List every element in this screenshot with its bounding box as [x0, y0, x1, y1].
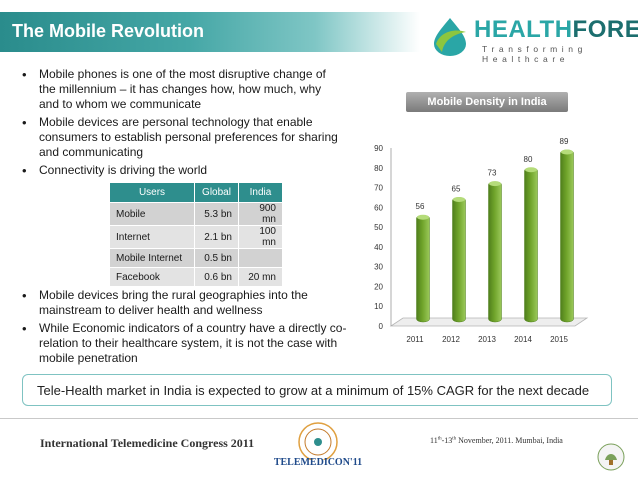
chart-floor [389, 317, 589, 327]
y-tick-label: 80 [374, 164, 383, 173]
bar-top [561, 149, 573, 155]
table-header-row: Users Global India [109, 182, 283, 203]
seal-text: TELEMEDICON'11 [273, 457, 363, 468]
footer-suffix: th [452, 436, 457, 442]
data-label: 56 [416, 202, 425, 211]
bullet-item: Mobile devices are personal technology t… [22, 115, 342, 160]
y-tick-label: 50 [374, 223, 383, 232]
table-cell [238, 248, 283, 268]
data-label: 89 [560, 137, 569, 146]
logo-name-part1: HEALTH [474, 16, 573, 43]
seal-emblem-icon [298, 422, 338, 462]
bar [560, 149, 574, 323]
bar-top [489, 181, 501, 187]
table-row: Mobile 5.3 bn 900 mn [109, 202, 283, 226]
footer-congress-name: International Telemedicine Congress 2011 [40, 436, 255, 450]
data-label: 80 [524, 155, 533, 164]
y-tick-label: 10 [374, 302, 383, 311]
table-cell: 2.1 bn [194, 225, 239, 249]
y-tick-label: 0 [379, 322, 384, 331]
bar-top [453, 196, 465, 202]
y-tick-label: 70 [374, 184, 383, 193]
bar [416, 214, 430, 323]
table-cell: 5.3 bn [194, 202, 239, 226]
government-emblem-icon [597, 443, 625, 471]
footer-day-start: 11 [430, 436, 438, 445]
footer-date-venue: 11th-13th November, 2011. Mumbai, India [430, 436, 563, 445]
y-tick-label: 90 [374, 144, 383, 153]
bottom-bullet-list: Mobile devices bring the rural geographi… [22, 288, 352, 369]
mobile-density-chart: 0 10 20 30 40 50 60 70 80 90 56 2011 65 2012 73 2013 80 2… [374, 137, 589, 344]
table-cell: 900 mn [238, 202, 283, 226]
table-cell: Internet [109, 225, 195, 249]
table-cell: Mobile Internet [109, 248, 195, 268]
table-cell: Mobile [109, 202, 195, 226]
y-tick-label: 20 [374, 282, 383, 291]
footer-day-end: 13 [444, 436, 453, 445]
header-global: Global [194, 182, 239, 203]
slide-title: The Mobile Revolution [12, 21, 204, 41]
table-cell: 0.6 bn [194, 267, 239, 287]
chart-title: Mobile Density in India [406, 92, 568, 112]
table-cell: 0.5 bn [194, 248, 239, 268]
bullet-item: Connectivity is driving the world [22, 163, 342, 178]
y-tick-label: 40 [374, 243, 383, 252]
x-tick-label: 2011 [406, 335, 424, 344]
header-users: Users [109, 182, 195, 203]
table-cell: 100 mn [238, 225, 283, 249]
x-tick-label: 2015 [550, 335, 568, 344]
bar-top [525, 167, 537, 173]
y-tick-label: 30 [374, 263, 383, 272]
top-bullet-list: Mobile phones is one of the most disrupt… [22, 67, 342, 181]
x-tick-label: 2014 [514, 335, 532, 344]
table-cell: Facebook [109, 267, 195, 287]
bullet-item: Mobile phones is one of the most disrupt… [22, 67, 342, 112]
x-tick-label: 2013 [478, 335, 496, 344]
water-drop-icon [434, 18, 466, 56]
bullet-item: While Economic indicators of a country h… [22, 321, 352, 366]
title-bar: The Mobile Revolution [0, 12, 420, 52]
logo-tagline: Transforming Healthcare [482, 44, 587, 64]
footer-rest: November, 2011. Mumbai, India [456, 436, 563, 445]
healthfore-logo: HEALTHFORE Transforming Healthcare [424, 10, 638, 64]
data-label: 73 [488, 169, 497, 178]
bar [524, 167, 538, 323]
data-label: 65 [452, 184, 461, 193]
bullet-item: Mobile devices bring the rural geographi… [22, 288, 352, 318]
table-row: Internet 2.1 bn 100 mn [109, 225, 283, 249]
table-row: Facebook 0.6 bn 20 mn [109, 267, 283, 287]
callout-box: Tele-Health market in India is expected … [22, 374, 612, 406]
bar [488, 181, 502, 323]
table-cell: 20 mn [238, 267, 283, 287]
logo-name-part2: FORE [572, 16, 638, 43]
x-tick-label: 2012 [442, 335, 460, 344]
table-row: Mobile Internet 0.5 bn [109, 248, 283, 268]
bar [452, 197, 466, 323]
y-tick-label: 60 [374, 203, 383, 212]
logo-wordmark: HEALTHFORE [474, 16, 638, 44]
footer-suffix: th [437, 436, 442, 442]
callout-text: Tele-Health market in India is expected … [37, 383, 590, 398]
header-india: India [238, 182, 283, 203]
footer-divider [0, 418, 638, 419]
users-table: Users Global India Mobile 5.3 bn 900 mn … [109, 182, 283, 287]
telemedicon-seal: TELEMEDICON'11 [268, 420, 368, 475]
bar-top [417, 214, 429, 220]
